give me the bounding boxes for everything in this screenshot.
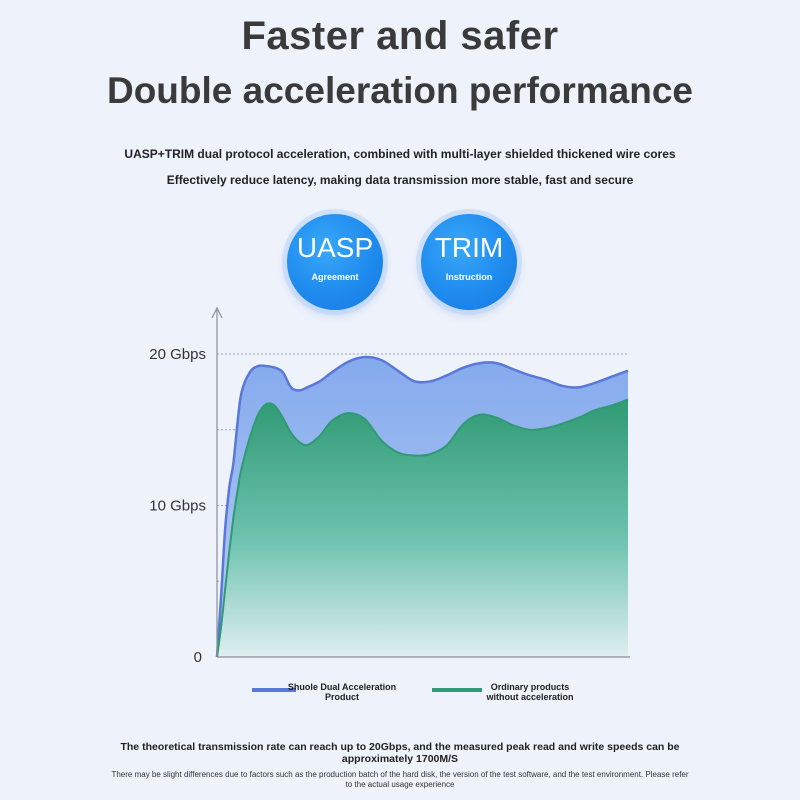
- page-headline: Double acceleration performance: [106, 70, 694, 111]
- throughput-area-chart: 20 Gbps 10 Gbps 0 Shuole Dual Acceleration…: [149, 306, 630, 702]
- subtitle-benefits: Effectively reduce latency, making data …: [166, 173, 634, 187]
- y-tick-label: 20 Gbps: [149, 346, 206, 363]
- uasp-badge-sublabel: Agreement: [311, 272, 359, 282]
- trim-badge: TRIM Instruction: [421, 214, 517, 310]
- chart-legend: Shuole Dual Acceleration Product Ordinary …: [252, 682, 574, 702]
- footnote-speed: The theoretical transmission rate can re…: [120, 741, 680, 765]
- y-tick-labels: 20 Gbps 10 Gbps 0: [149, 346, 206, 666]
- series-area-ordinary: [217, 399, 628, 657]
- trim-badge-sublabel: Instruction: [445, 272, 493, 282]
- legend-label: Shuole Dual Acceleration Product: [288, 682, 396, 702]
- y-tick-label: 0: [194, 649, 202, 666]
- trim-badge-label: TRIM: [434, 232, 504, 263]
- uasp-badge: UASP Agreement: [287, 214, 383, 310]
- page-title: Faster and safer: [241, 14, 559, 58]
- y-axis-arrow: [211, 306, 223, 319]
- uasp-badge-label: UASP: [296, 232, 374, 263]
- series-line-ordinary: [216, 398, 629, 658]
- footnote-disclaimer: There may be slight differences due to f…: [111, 770, 689, 789]
- legend-label: Ordinary products without acceleration: [485, 682, 573, 702]
- subtitle-protocols: UASP+TRIM dual protocol acceleration, co…: [124, 147, 676, 161]
- series-line-accelerated: [215, 355, 629, 658]
- chart-axes: [211, 306, 630, 658]
- y-tick-label: 10 Gbps: [149, 498, 206, 515]
